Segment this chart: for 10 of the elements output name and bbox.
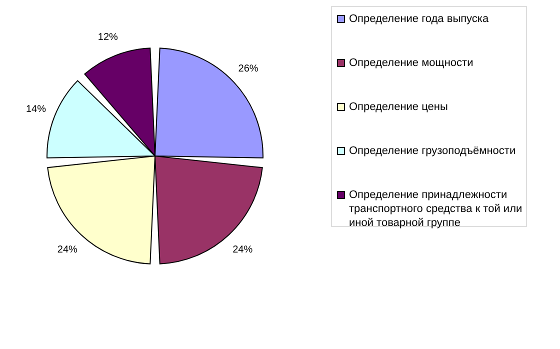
data-label: 12% bbox=[98, 32, 118, 43]
data-label: 24% bbox=[232, 244, 253, 256]
legend-label: Определение грузоподъёмности bbox=[349, 145, 516, 157]
legend-label: Определение принадлежности транспортного средства к той или иной товарной группе bbox=[349, 189, 522, 229]
data-label: 26% bbox=[238, 63, 258, 74]
data-label: 14% bbox=[26, 104, 46, 115]
legend-label: Определение года выпуска bbox=[349, 13, 490, 25]
legend-label: Определение цены bbox=[349, 101, 448, 113]
data-label: 24% bbox=[57, 244, 78, 256]
legend-label: Определение мощности bbox=[349, 57, 474, 69]
